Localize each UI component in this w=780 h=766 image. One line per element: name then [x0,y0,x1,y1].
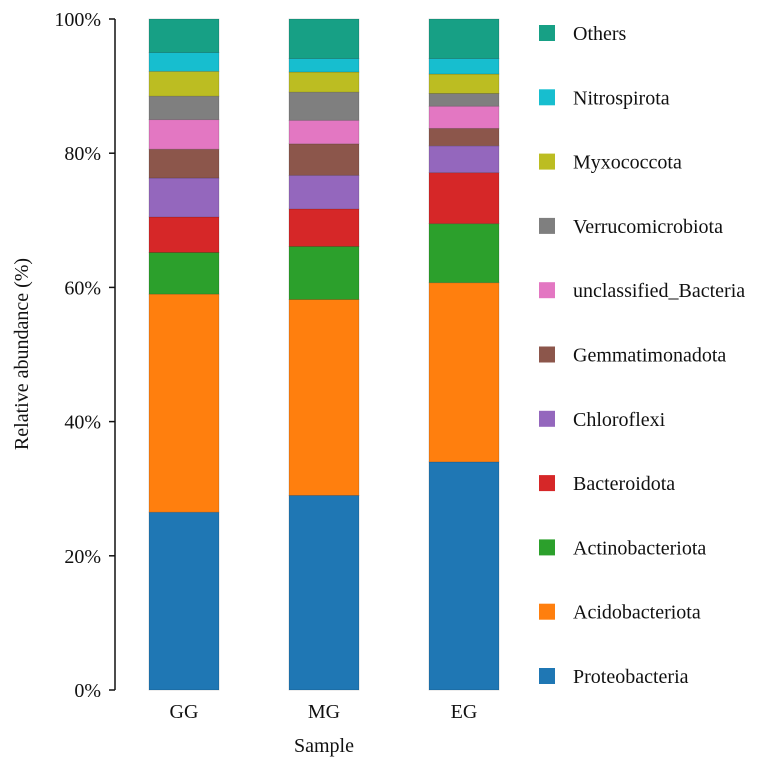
bar-segment-others [428,18,500,59]
x-tick-label: EG [451,701,478,723]
legend-item: Acidobacteriota [539,602,701,624]
legend-item: Nitrospirota [539,87,670,109]
legend-item: Chloroflexi [539,409,666,431]
bar-segment-myxococcota [288,71,360,93]
legend-swatch [539,346,555,363]
bar-segment-bacteroidota [288,208,360,247]
bars-layer [148,18,500,691]
bar-segment-gemmatimonadota [288,143,360,176]
legend-label: Proteobacteria [573,666,689,688]
bar-segment-actinobacteriota [148,252,220,295]
bar-segment-myxococcota [428,73,500,94]
legend-label: Verrucomicrobiota [573,216,723,238]
bar-segment-unclassified-bacteria [288,119,360,145]
bar-stack-eg [428,18,500,691]
bar-segment-acidobacteriota [148,293,220,513]
legend-label: Myxococcota [573,152,682,174]
legend-item: Verrucomicrobiota [539,216,723,238]
legend-item: Bacteroidota [539,473,675,495]
bar-segment-acidobacteriota [288,299,360,496]
x-axis-title: Sample [294,735,354,757]
legend-label: Actinobacteriota [573,537,706,559]
bar-segment-proteobacteria [148,511,220,691]
x-tick-label: MG [308,701,340,723]
y-tick-label: 40% [64,412,101,434]
y-tick-label: 80% [64,143,101,165]
x-tick-label: GG [170,701,199,723]
legend-swatch [539,410,555,427]
legend-item: Gemmatimonadota [539,345,726,367]
bar-segment-bacteroidota [148,216,220,253]
legend-item: Myxococcota [539,152,682,174]
bar-stack-mg [288,18,360,691]
y-tick-label: 20% [64,546,101,568]
legend-item: Actinobacteriota [539,537,706,559]
bar-segment-chloroflexi [148,177,220,218]
bar-segment-proteobacteria [428,461,500,691]
legend-item: Others [539,23,627,45]
legend-label: Acidobacteriota [573,602,701,624]
legend-swatch [539,539,555,556]
bar-segment-verrucomicrobiota [428,93,500,107]
bar-segment-others [288,18,360,59]
bar-segment-verrucomicrobiota [288,91,360,121]
bar-segment-nitrospirota [288,58,360,73]
legend-label: Bacteroidota [573,473,675,495]
bar-segment-proteobacteria [288,495,360,691]
legend-item: Proteobacteria [539,666,689,688]
bar-segment-acidobacteriota [428,282,500,463]
legend-label: Others [573,23,627,45]
legend-label: unclassified_Bacteria [573,280,745,302]
legend-swatch [539,668,555,684]
bar-stack-gg [148,18,220,691]
y-tick-label: 100% [54,9,101,31]
legend-swatch [539,475,555,492]
legend-label: Chloroflexi [573,409,666,431]
y-axis-title: Relative abundance (%) [11,258,33,450]
bar-segment-actinobacteriota [288,246,360,300]
legend-swatch [539,603,555,620]
bar-segment-nitrospirota [428,58,500,75]
bar-segment-nitrospirota [148,52,220,72]
y-tick-label: 0% [74,680,101,702]
legend-swatch [539,153,555,170]
legend-swatch [539,25,555,41]
legend: Others Nitrospirota Myxococcota Verrucomicr… [539,23,745,688]
x-ticks: GG MG EG [170,701,478,723]
y-ticks: 0% 20% 40% 60% 80% 100% [54,9,115,702]
bar-segment-bacteroidota [428,172,500,225]
bar-segment-others [148,18,220,53]
bar-segment-verrucomicrobiota [148,95,220,121]
y-tick-label: 60% [64,277,101,299]
bar-segment-gemmatimonadota [148,148,220,179]
bar-segment-unclassified-bacteria [428,105,500,129]
bar-segment-unclassified-bacteria [148,119,220,150]
bar-segment-actinobacteriota [428,223,500,284]
legend-label: Gemmatimonadota [573,345,726,367]
legend-swatch [539,217,555,234]
bar-segment-myxococcota [148,70,220,97]
bar-segment-chloroflexi [428,145,500,174]
legend-item: unclassified_Bacteria [539,280,745,302]
bar-segment-chloroflexi [288,174,360,210]
legend-label: Nitrospirota [573,87,670,109]
legend-swatch [539,89,555,106]
bar-segment-gemmatimonadota [428,127,500,147]
legend-swatch [539,282,555,299]
